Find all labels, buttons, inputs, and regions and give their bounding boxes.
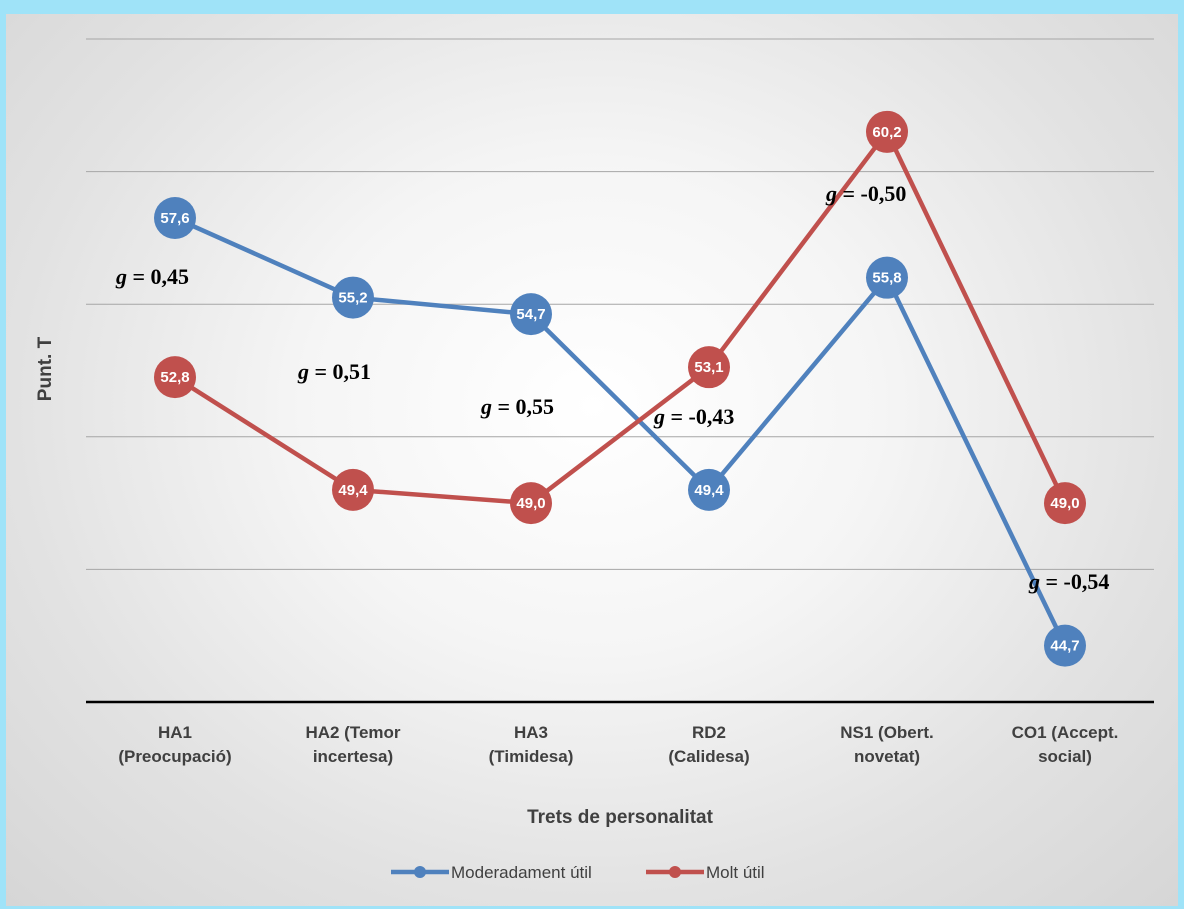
data-label: 57,6	[160, 210, 189, 227]
data-label: 54,7	[516, 306, 545, 323]
data-point	[866, 110, 908, 153]
category-label: HA2 (Temor incertesa)	[305, 723, 400, 766]
legend-label: Moderadament útil	[451, 863, 592, 882]
legend-marker	[414, 866, 426, 878]
data-point	[1044, 482, 1086, 525]
category-label: HA3 (Timidesa)	[489, 723, 574, 766]
category-label: CO1 (Accept. social)	[1012, 723, 1119, 766]
series-group: 57,6 55,2 54,7 49,4 55,8 44,7	[154, 197, 1086, 667]
gridlines	[86, 38, 1154, 570]
data-label: 52,8	[160, 369, 189, 386]
data-label: 55,2	[338, 290, 367, 307]
line-chart: HA1 (Preocupació) HA2 (Temor incertesa) HA3(…	[35, 38, 1154, 882]
x-axis-title: Trets de personalitat	[527, 807, 714, 828]
data-point	[332, 468, 374, 511]
legend: Moderadament útil Molt útil	[391, 863, 765, 882]
data-label: 49,4	[694, 482, 724, 499]
data-label: 60,2	[872, 124, 901, 141]
category-label: HA1 (Preocupació)	[118, 723, 231, 766]
series-group: 52,8 49,4 49,0 53,1 60,2 49,0	[154, 110, 1086, 525]
data-point	[332, 276, 374, 319]
category-label: NS1 (Obert. novetat)	[840, 723, 934, 766]
series: 57,6 55,2 54,7 49,4 55,8 44,7 52,8 49,4 49,0 53,1…	[154, 110, 1086, 667]
data-point	[154, 197, 196, 240]
category-labels: HA1 (Preocupació) HA2 (Temor incertesa) HA3(…	[118, 723, 1118, 766]
data-label: 49,0	[516, 495, 545, 512]
effect-size-label: g = -0,43	[653, 404, 734, 429]
data-point	[688, 346, 730, 389]
chart-frame: HA1 (Preocupació) HA2 (Temor incertesa) HA3(…	[6, 14, 1178, 906]
series-line	[174, 215, 1068, 647]
y-axis-title: Punt. T	[35, 336, 56, 401]
data-point	[866, 256, 908, 299]
effect-size-labels: g = 0,45 g = 0,51 g = 0,55 g = -0,43 g = -0,…	[115, 181, 1109, 594]
data-label: 49,4	[338, 482, 368, 499]
effect-size-label: g = -0,50	[825, 181, 906, 206]
data-label: 55,8	[872, 270, 901, 287]
effect-size-label: g = 0,45	[115, 264, 189, 289]
effect-size-label: g = -0,54	[1028, 569, 1109, 594]
data-point	[510, 482, 552, 525]
data-point	[154, 356, 196, 399]
category-label: RD2 (Calidesa)	[668, 723, 749, 766]
data-label: 49,0	[1050, 495, 1079, 512]
effect-size-label: g = 0,51	[297, 359, 371, 384]
data-point	[688, 468, 730, 511]
data-label: 53,1	[694, 359, 723, 376]
legend-item: Moderadament útil	[391, 863, 592, 882]
legend-item: Molt útil	[646, 863, 765, 882]
effect-size-label: g = 0,55	[480, 394, 554, 419]
data-point	[1044, 624, 1086, 667]
legend-marker	[669, 866, 681, 878]
data-point	[510, 293, 552, 336]
legend-label: Molt útil	[706, 863, 765, 882]
series-line	[173, 129, 1068, 506]
data-label: 44,7	[1050, 638, 1079, 655]
